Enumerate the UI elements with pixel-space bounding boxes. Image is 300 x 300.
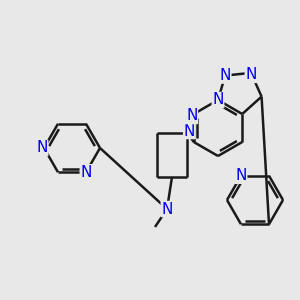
Text: N: N xyxy=(80,165,92,180)
Text: N: N xyxy=(245,68,257,82)
Text: N: N xyxy=(235,168,247,183)
Text: N: N xyxy=(184,124,195,139)
Text: N: N xyxy=(36,140,48,155)
Text: N: N xyxy=(161,202,173,217)
Text: N: N xyxy=(212,92,224,107)
Text: N: N xyxy=(220,68,231,83)
Text: N: N xyxy=(186,109,197,124)
